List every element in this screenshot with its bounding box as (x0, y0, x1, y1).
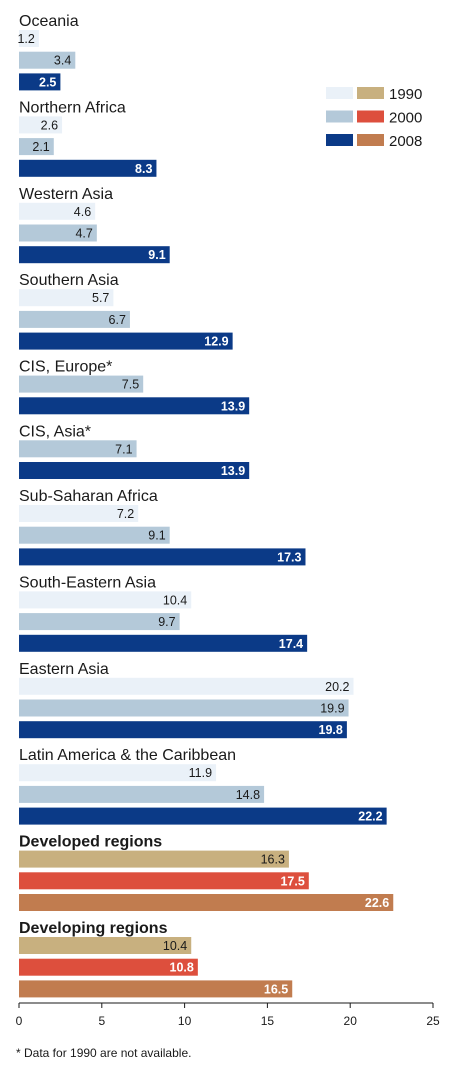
bar-oceania-1990 (19, 30, 39, 47)
legend-label-2000: 2000 (389, 110, 422, 127)
data-label-sub-saharan-africa-2000: 9.1 (148, 529, 165, 543)
bar-latin-america-the-caribbean-1990 (19, 764, 217, 782)
data-label-western-asia-1990: 4.6 (74, 205, 91, 219)
data-label-sub-saharan-africa-2008: 17.3 (277, 550, 301, 564)
bar-western-asia-2000 (19, 224, 97, 242)
bar-south-eastern-asia-2000 (19, 613, 180, 631)
group-label-cis-europe: CIS, Europe* (19, 359, 112, 376)
group-label-sub-saharan-africa: Sub-Saharan Africa (19, 488, 158, 505)
x-tick-label-10: 10 (178, 1014, 192, 1028)
data-label-western-asia-2000: 4.7 (75, 227, 92, 241)
x-tick-label-5: 5 (98, 1014, 105, 1028)
x-tick-label-20: 20 (344, 1014, 358, 1028)
data-label-eastern-asia-2008: 19.8 (319, 723, 343, 737)
bar-cis-europe-2000 (19, 375, 144, 393)
bar-latin-america-the-caribbean-2008 (19, 807, 387, 825)
bar-cis-europe-2008 (19, 397, 250, 415)
data-label-cis-europe-2000: 7.5 (122, 378, 139, 392)
bar-developing-regions-2008 (19, 980, 293, 998)
group-label-southern-asia: Southern Asia (19, 272, 119, 289)
data-label-cis-europe-2008: 13.9 (221, 399, 245, 413)
data-label-northern-africa-2008: 8.3 (135, 162, 152, 176)
bar-oceania-2008 (19, 73, 61, 91)
group-label-oceania: Oceania (19, 13, 79, 30)
bar-northern-africa-1990 (19, 116, 63, 134)
group-label-south-eastern-asia: South-Eastern Asia (19, 574, 156, 591)
bar-southern-asia-2000 (19, 310, 130, 328)
data-label-eastern-asia-2000: 19.9 (320, 702, 344, 716)
group-label-eastern-asia: Eastern Asia (19, 661, 109, 678)
group-label-latin-america-the-caribbean: Latin America & the Caribbean (19, 747, 236, 764)
data-label-northern-africa-1990: 2.6 (41, 118, 58, 132)
data-label-developing-regions-2008: 16.5 (264, 982, 288, 996)
bar-south-eastern-asia-1990 (19, 591, 192, 609)
data-label-developed-regions-2008: 22.6 (365, 896, 389, 910)
bar-cis-asia-2000 (19, 440, 137, 458)
data-label-latin-america-the-caribbean-2008: 22.2 (358, 810, 382, 824)
data-label-cis-asia-2008: 13.9 (221, 464, 245, 478)
bar-eastern-asia-1990 (19, 677, 354, 695)
data-label-southern-asia-2000: 6.7 (109, 313, 126, 327)
legend-swatch-aggregate-1990 (357, 87, 384, 99)
bar-developed-regions-2000 (19, 872, 309, 890)
bar-sub-saharan-africa-2008 (19, 548, 306, 566)
bar-southern-asia-2008 (19, 332, 233, 350)
group-label-cis-asia: CIS, Asia* (19, 423, 91, 440)
bar-western-asia-1990 (19, 202, 96, 220)
data-label-southern-asia-1990: 5.7 (92, 291, 109, 305)
bar-western-asia-2008 (19, 246, 170, 264)
x-tick-label-25: 25 (426, 1014, 440, 1028)
bar-eastern-asia-2008 (19, 721, 347, 739)
data-label-developing-regions-1990: 10.4 (163, 939, 187, 953)
data-label-latin-america-the-caribbean-1990: 11.9 (189, 766, 212, 780)
bar-sub-saharan-africa-1990 (19, 505, 139, 522)
group-label-developing-regions: Developing regions (19, 920, 168, 937)
data-label-northern-africa-2000: 2.1 (32, 140, 49, 154)
data-label-developing-regions-2000: 10.8 (170, 961, 194, 975)
footnote: * Data for 1990 are not available. (16, 1046, 192, 1060)
bar-south-eastern-asia-2008 (19, 634, 308, 652)
bar-developing-regions-1990 (19, 937, 192, 954)
legend-swatch-aggregate-2008 (357, 134, 384, 146)
data-label-latin-america-the-caribbean-2000: 14.8 (236, 788, 260, 802)
data-label-oceania-2000: 3.4 (54, 54, 71, 68)
legend-swatch-aggregate-2000 (357, 110, 384, 123)
bar-developed-regions-2008 (19, 894, 394, 911)
data-label-south-eastern-asia-2000: 9.7 (158, 615, 175, 629)
bar-northern-africa-2008 (19, 159, 157, 177)
legend-swatch-region-1990 (326, 87, 353, 99)
data-label-oceania-1990: 1.2 (17, 32, 34, 46)
bar-latin-america-the-caribbean-2000 (19, 785, 265, 803)
data-label-cis-asia-2000: 7.1 (115, 442, 132, 456)
legend-label-2008: 2008 (389, 133, 422, 150)
x-tick-label-15: 15 (261, 1014, 275, 1028)
data-label-developed-regions-2000: 17.5 (280, 874, 304, 888)
bar-cis-asia-2008 (19, 462, 250, 479)
data-label-south-eastern-asia-2008: 17.4 (279, 637, 303, 651)
group-label-western-asia: Western Asia (19, 186, 113, 203)
data-label-sub-saharan-africa-1990: 7.2 (117, 507, 134, 521)
legend-swatch-region-2008 (326, 134, 353, 146)
legend-swatch-region-2000 (326, 110, 353, 123)
legend-label-1990: 1990 (389, 86, 422, 103)
x-tick-label-0: 0 (16, 1014, 23, 1028)
group-label-developed-regions: Developed regions (19, 834, 162, 851)
bar-eastern-asia-2000 (19, 699, 349, 717)
data-label-oceania-2008: 2.5 (39, 75, 56, 89)
data-label-eastern-asia-1990: 20.2 (325, 680, 349, 694)
bar-oceania-2000 (19, 51, 76, 69)
bar-sub-saharan-africa-2000 (19, 526, 170, 544)
bar-chart: Oceania 1.2 3.4 2.5 Northern Africa 2.6 2.1 8.3… (16, 13, 440, 1028)
bar-southern-asia-1990 (19, 289, 114, 307)
group-label-northern-africa: Northern Africa (19, 99, 126, 116)
data-label-south-eastern-asia-1990: 10.4 (163, 593, 187, 607)
data-label-developed-regions-1990: 16.3 (261, 853, 285, 867)
bar-developing-regions-2000 (19, 958, 198, 976)
data-label-southern-asia-2008: 12.9 (204, 335, 228, 349)
bar-developed-regions-1990 (19, 850, 289, 868)
data-label-western-asia-2008: 9.1 (148, 248, 165, 262)
bar-northern-africa-2000 (19, 138, 54, 156)
